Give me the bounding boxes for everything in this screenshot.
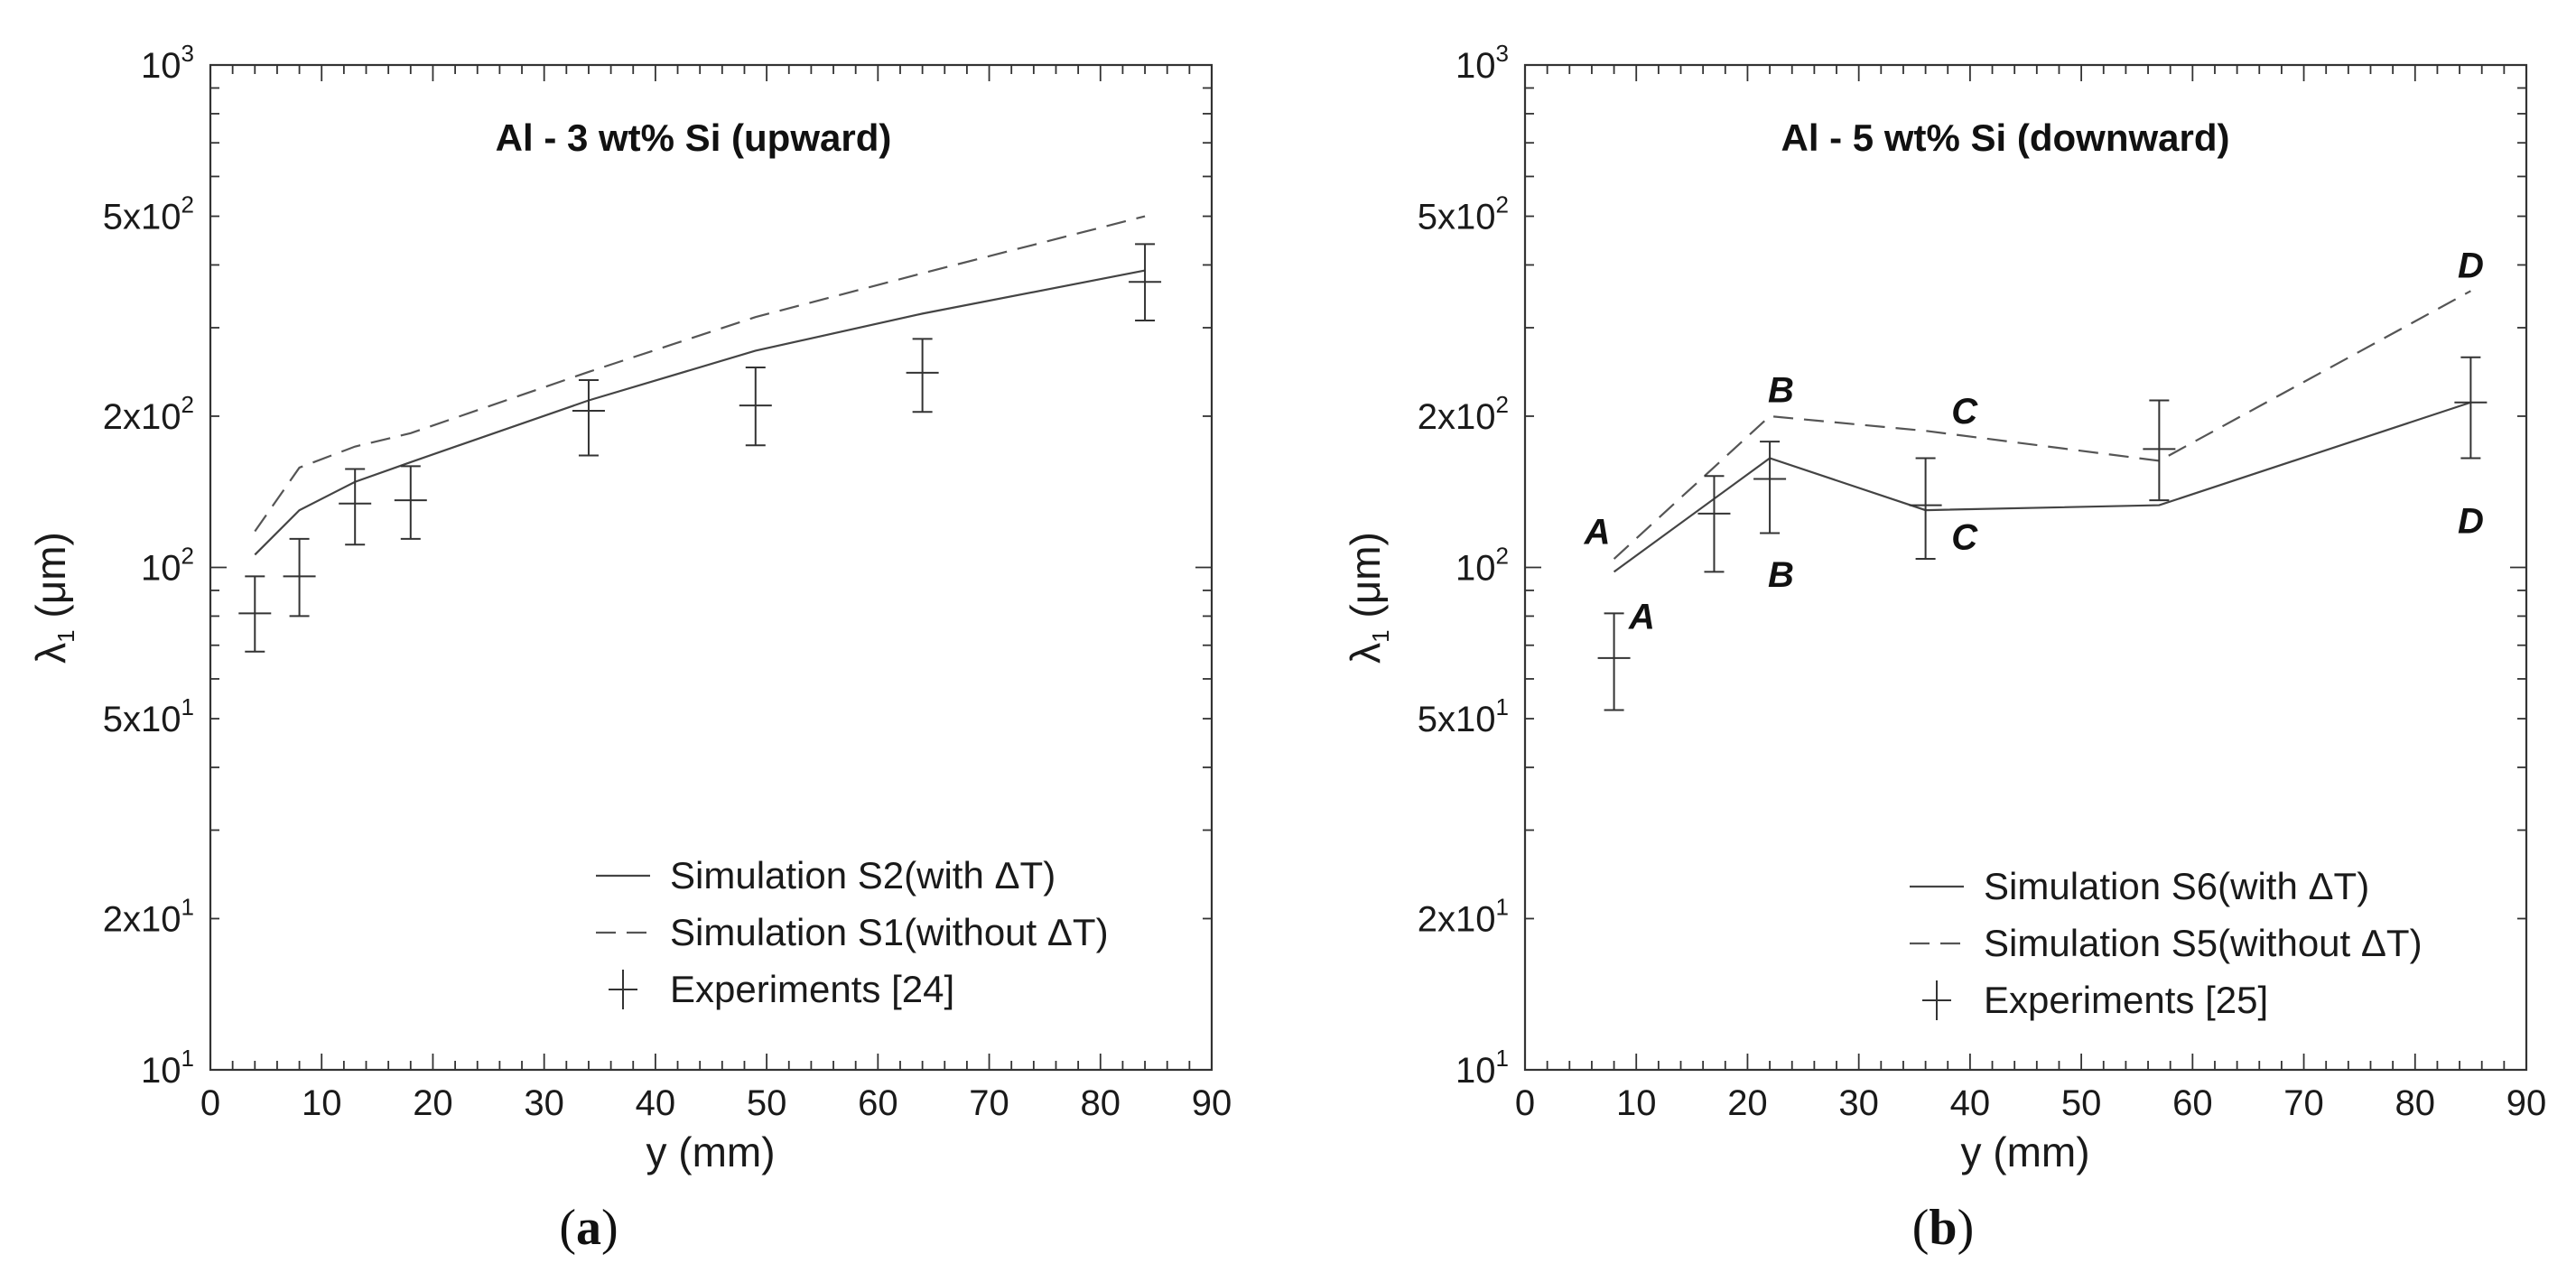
y-tick-label: 101 bbox=[141, 1045, 194, 1091]
legend-label: Experiments [24] bbox=[670, 968, 954, 1010]
x-tick-label: 0 bbox=[1515, 1083, 1535, 1123]
x-tick-label: 60 bbox=[2172, 1083, 2213, 1123]
x-tick-label: 40 bbox=[636, 1083, 676, 1123]
point-annotation: B bbox=[1768, 370, 1794, 410]
caption: (b) bbox=[1912, 1200, 1974, 1256]
x-tick-label: 0 bbox=[200, 1083, 220, 1123]
panel-title: Al - 3 wt% Si (upward) bbox=[496, 116, 892, 159]
point-annotation: D bbox=[2458, 246, 2484, 285]
series-group bbox=[1597, 290, 2488, 711]
y-axis-title-text: λ1 (μm) bbox=[1342, 532, 1394, 664]
x-tick-label: 70 bbox=[969, 1083, 1009, 1123]
y-tick-label: 2x102 bbox=[103, 391, 194, 437]
series-line-dashed bbox=[254, 215, 1146, 533]
legend: Simulation S2(with ΔT) Simulation S1(with… bbox=[596, 854, 1109, 1010]
panel-b: 101 2x101 5x101 102 2x102 5x102 103 0 10 20 30 40 5… bbox=[1342, 40, 2546, 1256]
series-group bbox=[238, 215, 1162, 653]
y-axis-title: λ1 (μm) bbox=[27, 532, 79, 664]
x-axis-title: y (mm) bbox=[646, 1129, 775, 1175]
x-tick-label: 90 bbox=[2506, 1083, 2547, 1123]
legend: Simulation S6(with ΔT) Simulation S5(with… bbox=[1910, 865, 2423, 1021]
y-axis-title-text: λ1 (μm) bbox=[27, 532, 79, 664]
y-ticks: 101 2x101 5x101 102 2x102 5x102 103 bbox=[1418, 40, 2526, 1091]
x-tick-label: 50 bbox=[2061, 1083, 2102, 1123]
y-tick-label: 5x101 bbox=[103, 693, 194, 739]
x-tick-label: 10 bbox=[1616, 1083, 1657, 1123]
y-tick-label: 102 bbox=[141, 543, 194, 589]
y-tick-label: 103 bbox=[1455, 40, 1509, 86]
legend-label: Simulation S1(without ΔT) bbox=[670, 911, 1109, 953]
legend-label: Simulation S6(with ΔT) bbox=[1984, 865, 2369, 907]
point-annotation: B bbox=[1768, 555, 1794, 595]
y-tick-label: 5x101 bbox=[1418, 693, 1509, 739]
x-axis-title: y (mm) bbox=[1960, 1129, 2089, 1175]
legend-label: Experiments [25] bbox=[1984, 979, 2268, 1021]
point-annotation: C bbox=[1951, 392, 1978, 432]
x-tick-label: 30 bbox=[524, 1083, 564, 1123]
x-ticks: 0 10 20 30 40 50 60 70 80 90 bbox=[1515, 65, 2546, 1123]
x-tick-label: 40 bbox=[1950, 1083, 1991, 1123]
x-tick-label: 10 bbox=[302, 1083, 342, 1123]
panel-caption: (b) bbox=[1912, 1200, 1974, 1256]
x-tick-label: 50 bbox=[747, 1083, 787, 1123]
y-tick-label: 2x101 bbox=[1418, 893, 1509, 939]
series-line-dashed bbox=[1613, 290, 2471, 560]
x-tick-label: 20 bbox=[413, 1083, 453, 1123]
y-tick-label: 5x102 bbox=[103, 191, 194, 237]
panel-a: 101 2x101 5x101 102 2x102 5x102 103 0 10 20 30 40 5… bbox=[27, 40, 1232, 1256]
y-ticks: 101 2x101 5x101 102 2x102 5x102 103 bbox=[103, 40, 1212, 1091]
legend-label: Simulation S2(with ΔT) bbox=[670, 854, 1056, 896]
x-tick-label: 30 bbox=[1838, 1083, 1879, 1123]
panel-title: Al - 5 wt% Si (downward) bbox=[1781, 116, 2229, 159]
x-tick-label: 80 bbox=[2395, 1083, 2436, 1123]
plot-area-frame bbox=[1523, 63, 2528, 1072]
x-tick-label: 90 bbox=[1192, 1083, 1232, 1123]
series-line-solid bbox=[1613, 401, 2471, 573]
y-tick-label: 5x102 bbox=[1418, 191, 1509, 237]
caption: (a) bbox=[559, 1200, 618, 1256]
y-tick-label: 102 bbox=[1455, 543, 1509, 589]
point-annotation: C bbox=[1951, 518, 1978, 558]
series-line-solid bbox=[254, 269, 1146, 556]
y-tick-label: 2x102 bbox=[1418, 391, 1509, 437]
annotations: A A B B C C D D bbox=[1584, 246, 2484, 636]
panel-caption: (a) bbox=[559, 1200, 618, 1256]
point-annotation: D bbox=[2458, 502, 2484, 542]
x-tick-label: 80 bbox=[1081, 1083, 1121, 1123]
y-tick-label: 2x101 bbox=[103, 893, 194, 939]
y-axis-title: λ1 (μm) bbox=[1342, 532, 1394, 664]
y-tick-label: 101 bbox=[1455, 1045, 1509, 1091]
legend-label: Simulation S5(without ΔT) bbox=[1984, 922, 2423, 964]
y-tick-label: 103 bbox=[141, 40, 194, 86]
point-annotation: A bbox=[1628, 597, 1655, 636]
x-ticks: 0 10 20 30 40 50 60 70 80 90 bbox=[200, 65, 1232, 1123]
x-tick-label: 60 bbox=[858, 1083, 898, 1123]
x-tick-label: 20 bbox=[1727, 1083, 1768, 1123]
point-annotation: A bbox=[1584, 512, 1611, 552]
x-tick-label: 70 bbox=[2283, 1083, 2324, 1123]
